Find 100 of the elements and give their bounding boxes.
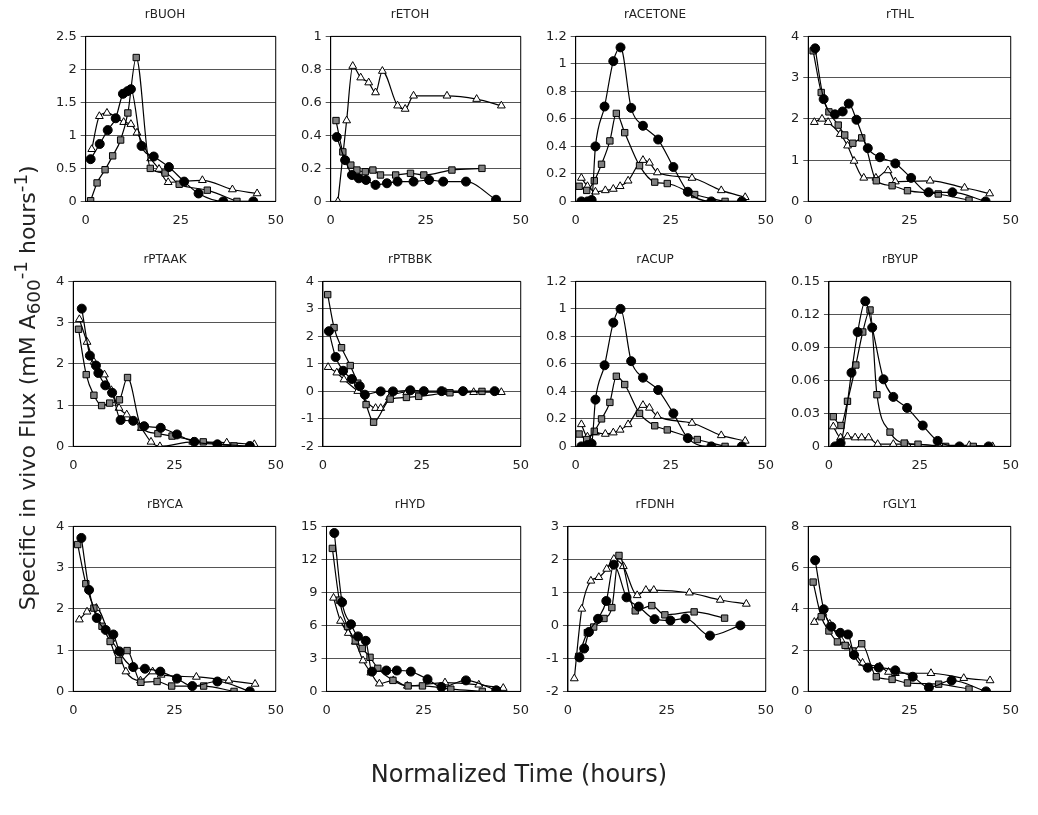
y-tick-label: 0.8	[545, 327, 567, 343]
y-tick-label: 0	[55, 682, 65, 698]
y-tick-label: 0.8	[545, 82, 567, 98]
y-tick-label: 1	[68, 126, 77, 142]
y-tick-label: -1	[545, 649, 559, 665]
chart-title: rHYD	[394, 497, 426, 512]
y-tick-label: 2	[68, 60, 77, 76]
y-tick-label: 0	[55, 437, 65, 453]
chart-title: rBUOH	[144, 7, 186, 22]
y-tick-label: 2	[55, 600, 65, 616]
x-tick-label: 0	[326, 211, 335, 227]
y-tick-label: 0.03	[790, 404, 820, 420]
chart-title: rFDNH	[635, 497, 675, 512]
x-tick-label: 25	[662, 456, 679, 472]
y-tick-label: 4	[55, 517, 65, 533]
x-tick-label: 0	[571, 211, 580, 227]
x-tick-label: 50	[512, 211, 529, 227]
x-tick-label: 25	[658, 701, 676, 717]
y-tick-label: 1.2	[545, 27, 567, 43]
chart-title: rPTBBK	[388, 252, 434, 267]
chart-title: rACETONE	[623, 7, 687, 22]
x-tick-label: 25	[415, 701, 432, 717]
y-tick-label: 1	[790, 151, 800, 167]
y-tick-label: 0	[68, 192, 77, 208]
y-tick-label: 4	[55, 272, 65, 288]
x-tick-label: 50	[1002, 701, 1019, 717]
y-tick-label: 0	[790, 682, 800, 698]
x-tick-label: 0	[81, 211, 90, 227]
y-tick-label: 2	[790, 641, 800, 657]
y-tick-label: 0.4	[300, 126, 322, 142]
x-tick-label: 50	[757, 701, 774, 717]
chart-title: rACUP	[636, 252, 674, 267]
y-tick-label: -1	[300, 410, 314, 426]
y-tick-label: 0.12	[790, 305, 820, 321]
chart-title: rETOH	[390, 7, 430, 22]
y-tick-label: -2	[545, 682, 559, 698]
y-tick-label: 3	[550, 517, 559, 533]
y-tick-label: 0.6	[545, 355, 567, 371]
y-tick-label: 15	[301, 517, 318, 533]
x-tick-label: 50	[1002, 456, 1019, 472]
y-tick-label: 1	[55, 641, 65, 657]
y-tick-label: 3	[55, 559, 65, 575]
y-tick-label: 3	[790, 69, 800, 85]
y-tick-label: 0	[309, 682, 318, 698]
chart-title: rGLY1	[882, 497, 918, 512]
y-tick-label: 1	[305, 355, 314, 371]
y-tick-label: 1.5	[55, 93, 77, 109]
y-tick-label: 6	[790, 559, 800, 575]
y-tick-label: 0	[313, 192, 322, 208]
y-tick-label: 0.6	[300, 93, 322, 109]
y-tick-label: 0.8	[300, 60, 322, 76]
x-tick-label: 25	[911, 456, 929, 472]
y-tick-label: 4	[790, 600, 800, 616]
x-axis-title: Normalized Time (hours)	[369, 760, 669, 788]
x-tick-label: 25	[662, 211, 679, 227]
x-tick-label: 50	[757, 456, 774, 472]
y-tick-label: 0.2	[545, 165, 567, 181]
y-tick-label: 0	[558, 192, 567, 208]
y-tick-label: 6	[309, 616, 318, 632]
y-tick-label: 0	[558, 437, 567, 453]
x-tick-label: 50	[267, 701, 284, 717]
y-tick-label: 2	[305, 327, 314, 343]
y-tick-label: 0.4	[545, 382, 567, 398]
y-tick-label: 0	[811, 437, 820, 453]
y-tick-label: -2	[300, 437, 314, 453]
x-tick-label: 25	[413, 456, 431, 472]
x-tick-label: 50	[267, 456, 284, 472]
y-tick-label: 1	[55, 396, 65, 412]
y-tick-label: 0	[550, 616, 559, 632]
y-tick-label: 0.15	[790, 272, 820, 288]
y-tick-label: 3	[305, 300, 314, 316]
chart-title: rTHL	[886, 7, 915, 22]
y-tick-label: 3	[55, 314, 65, 330]
x-tick-label: 50	[512, 701, 529, 717]
y-tick-label: 12	[301, 550, 318, 566]
y-tick-label: 9	[309, 583, 318, 599]
y-tick-label: 0.5	[55, 159, 77, 175]
x-tick-label: 0	[571, 456, 580, 472]
y-tick-label: 1	[313, 27, 322, 43]
y-tick-label: 0.06	[790, 371, 820, 387]
y-tick-label: 4	[790, 27, 800, 43]
x-tick-label: 50	[1002, 211, 1019, 227]
y-tick-label: 1	[558, 300, 567, 316]
y-tick-label: 1.2	[545, 272, 567, 288]
x-tick-label: 25	[417, 211, 434, 227]
x-tick-label: 0	[824, 456, 834, 472]
x-tick-label: 50	[757, 211, 774, 227]
y-tick-label: 0.2	[545, 410, 567, 426]
y-tick-label: 0.2	[300, 159, 322, 175]
y-tick-label: 2.5	[55, 27, 77, 43]
y-tick-label: 2	[550, 550, 559, 566]
chart-title: rPTAAK	[143, 252, 188, 267]
y-tick-label: 8	[790, 517, 800, 533]
y-tick-label: 2	[790, 110, 800, 126]
y-tick-label: 3	[309, 649, 318, 665]
x-tick-label: 25	[172, 211, 189, 227]
x-tick-label: 25	[166, 701, 183, 717]
y-tick-label: 0	[790, 192, 800, 208]
y-tick-label: 2	[55, 355, 65, 371]
y-tick-label: 1	[550, 583, 559, 599]
